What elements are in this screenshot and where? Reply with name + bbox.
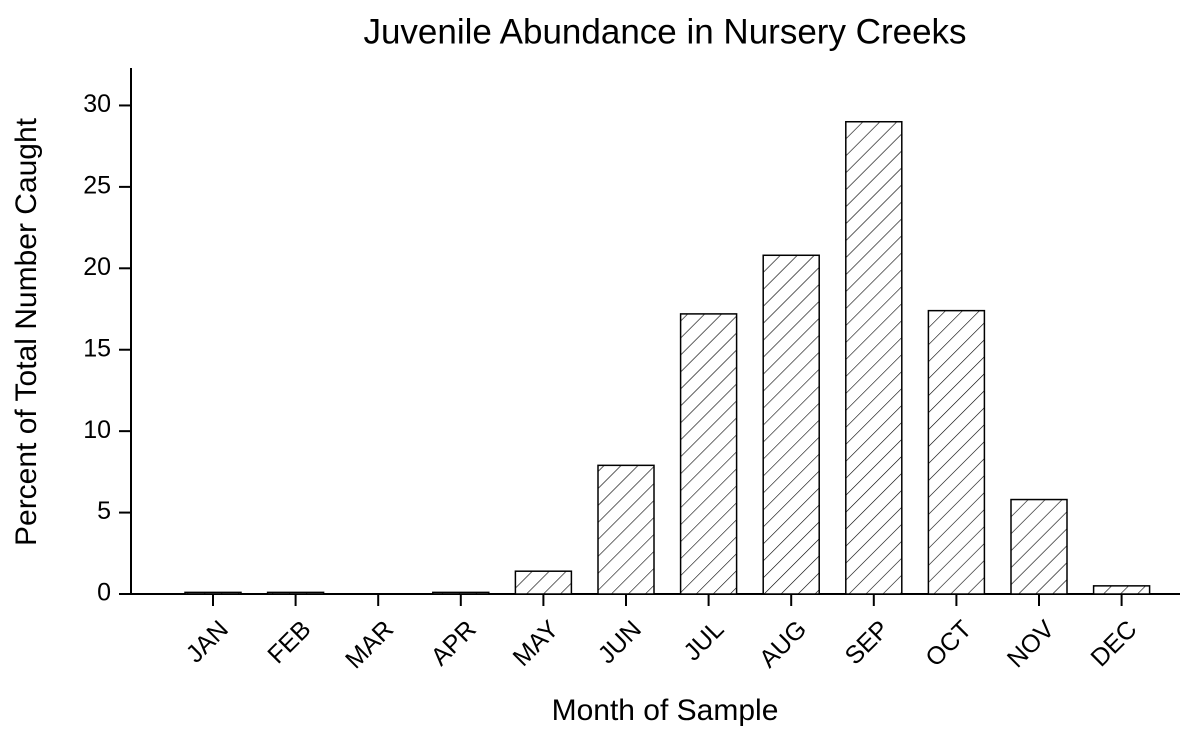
x-tick-label: DEC bbox=[1085, 615, 1142, 672]
bar bbox=[679, 313, 738, 595]
y-axis-label: Percent of Total Number Caught bbox=[10, 117, 43, 546]
bar bbox=[597, 464, 655, 595]
x-tick-label: MAR bbox=[340, 615, 399, 674]
chart-title: Juvenile Abundance in Nursery Creeks bbox=[363, 12, 966, 51]
bar bbox=[514, 570, 573, 595]
bar bbox=[1092, 585, 1151, 595]
bar bbox=[845, 120, 903, 595]
bar bbox=[184, 591, 242, 595]
y-tick-label: 20 bbox=[83, 253, 111, 281]
x-tick-label: OCT bbox=[920, 615, 977, 672]
y-tick-label: 15 bbox=[83, 334, 111, 362]
bar bbox=[1010, 498, 1068, 595]
x-tick-label: APR bbox=[426, 615, 482, 671]
y-tick-label: 30 bbox=[83, 90, 111, 118]
y-tick-label: 25 bbox=[83, 171, 111, 199]
x-axis-label: Month of Sample bbox=[552, 694, 779, 727]
x-tick-label: SEP bbox=[840, 615, 895, 670]
x-tick-label: MAY bbox=[508, 615, 565, 672]
x-tick-label: FEB bbox=[262, 615, 316, 669]
bar bbox=[432, 591, 490, 595]
x-tick-label: NOV bbox=[1002, 615, 1060, 673]
y-tick-label: 0 bbox=[97, 579, 111, 607]
bar bbox=[927, 309, 986, 595]
x-tick-label: AUG bbox=[754, 615, 812, 673]
bar bbox=[266, 591, 325, 595]
y-tick-label: 5 bbox=[97, 497, 111, 525]
bar bbox=[762, 254, 820, 595]
y-tick-label: 10 bbox=[83, 416, 111, 444]
x-tick-label: JUL bbox=[678, 615, 729, 666]
x-tick-label: JAN bbox=[181, 615, 234, 668]
x-tick-label: JUN bbox=[593, 615, 647, 669]
